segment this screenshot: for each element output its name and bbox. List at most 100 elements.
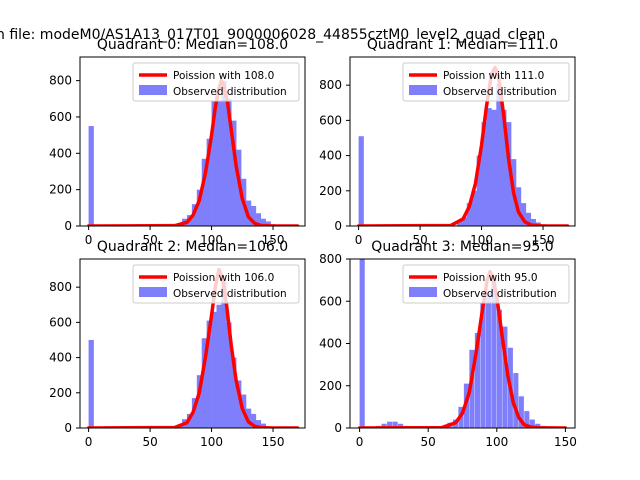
histogram-bar [211, 311, 217, 428]
x-tick-label: 100 [200, 435, 223, 449]
legend-bar-swatch [409, 287, 437, 297]
y-tick-label: 600 [319, 113, 342, 127]
y-tick-label: 0 [334, 421, 342, 435]
y-tick-label: 800 [319, 78, 342, 92]
y-tick-label: 400 [319, 337, 342, 351]
quadrant-0-legend: Poission with 108.0 Observed distribution [132, 62, 300, 102]
y-tick-label: 800 [319, 252, 342, 266]
histogram-bar [216, 304, 222, 428]
x-tick-label: 50 [142, 233, 157, 247]
histogram-bar [231, 120, 237, 226]
quadrant-3-title: Quadrant 3: Median=95.0 [371, 239, 553, 255]
histogram-bar [491, 278, 497, 428]
histogram-bar [461, 217, 468, 226]
histogram-bar [260, 218, 266, 226]
histogram-bar [471, 190, 477, 226]
histogram-bar [474, 332, 480, 428]
legend-bar-swatch [139, 287, 167, 297]
histogram-bar [250, 413, 257, 428]
histogram-bar [525, 212, 532, 226]
x-tick-label: 150 [262, 435, 285, 449]
histogram-bar [481, 122, 487, 226]
histogram-bar [513, 373, 519, 428]
legend-box [402, 62, 570, 102]
histogram-bar [530, 218, 536, 226]
y-tick-label: 200 [319, 379, 342, 393]
histogram-bar [226, 98, 232, 226]
histogram-bar [520, 203, 527, 226]
y-tick-label: 200 [319, 184, 342, 198]
quadrant-2-title: Quadrant 2: Median=106.0 [97, 239, 288, 255]
histogram-bar [392, 421, 398, 428]
quadrant-2-axes: 0 50 100 150 0 200 400 600 800 Quadrant 2: Median… [49, 239, 306, 449]
y-tick-label: 0 [64, 219, 72, 233]
histogram-bar [518, 396, 524, 428]
x-tick-label: 150 [554, 435, 577, 449]
histogram-bar [535, 423, 541, 428]
histogram-bar [260, 423, 266, 428]
histogram-bar [476, 155, 482, 226]
histogram-bar [485, 292, 491, 428]
histogram-bar [502, 326, 508, 428]
histogram-bar [469, 349, 475, 428]
x-tick-label: 50 [421, 435, 436, 449]
y-tick-label: 0 [334, 219, 342, 233]
y-tick-label: 600 [49, 110, 72, 124]
quadrant-1-axes: 0 50 100 150 0 200 400 600 800 Quadrant 1: Median… [319, 37, 576, 247]
legend-label-poisson: Poission with 108.0 [173, 70, 274, 82]
histogram-bar [524, 411, 530, 428]
histogram-bar [236, 380, 242, 428]
histogram-bar [206, 320, 212, 428]
histogram-bar [88, 126, 94, 226]
histogram-bar [206, 138, 212, 226]
x-tick-label: 100 [485, 435, 508, 449]
axes-frame [349, 56, 576, 227]
histogram-bar [529, 419, 535, 428]
quadrant-1-legend: Poission with 111.0 Observed distribution [402, 62, 570, 102]
quadrant-0-axes: 0 50 100 150 0 200 400 600 800 Quadrant 0: Median… [49, 37, 306, 247]
histogram-bar [381, 423, 387, 428]
histogram-bar [506, 122, 512, 226]
histogram-bar [480, 303, 486, 428]
histogram-bar [231, 357, 237, 428]
quadrant-3-axes: 0 50 100 150 0 200 400 600 800 Quadrant 3: Median… [319, 239, 577, 449]
y-tick-label: 400 [319, 149, 342, 163]
histogram-bar [496, 83, 502, 226]
y-tick-label: 200 [49, 386, 72, 400]
quadrant-3-plot-area [357, 259, 568, 428]
histogram-bar [221, 80, 227, 226]
histogram-bar [196, 375, 203, 428]
x-tick-label: 150 [532, 233, 555, 247]
quadrant-3-legend: Poission with 95.0 Observed distribution [402, 264, 570, 304]
histogram-bar [486, 108, 492, 226]
histogram-bar [466, 203, 473, 226]
legend-label-observed: Observed distribution [173, 86, 287, 98]
y-tick-label: 0 [64, 421, 72, 435]
quadrant-0-title: Quadrant 0: Median=108.0 [97, 37, 288, 53]
y-tick-label: 400 [49, 146, 72, 160]
quadrant-2-legend: Poission with 106.0 Observed distribution [132, 264, 300, 304]
legend-label-observed: Observed distribution [443, 86, 557, 98]
histogram-bar [501, 109, 507, 226]
y-tick-label: 400 [49, 351, 72, 365]
x-tick-label: 50 [412, 233, 427, 247]
y-tick-label: 200 [49, 183, 72, 197]
histogram-bar [456, 220, 463, 226]
x-tick-label: 100 [470, 233, 493, 247]
y-tick-label: 600 [49, 315, 72, 329]
histogram-bar [226, 322, 232, 428]
y-tick-label: 800 [49, 74, 72, 88]
histogram-bar [359, 259, 365, 428]
histogram-bar [88, 339, 94, 428]
histogram-bar [196, 189, 203, 226]
legend-box [402, 264, 570, 304]
axes-frame [79, 258, 306, 429]
histogram-bar [211, 100, 217, 226]
x-tick-label: 0 [355, 233, 363, 247]
histogram-bar [201, 338, 207, 428]
legend-box [132, 62, 300, 102]
quadrant-0-plot-area [86, 78, 300, 226]
x-tick-label: 150 [262, 233, 285, 247]
y-tick-label: 800 [49, 280, 72, 294]
x-tick-label: 0 [85, 435, 93, 449]
